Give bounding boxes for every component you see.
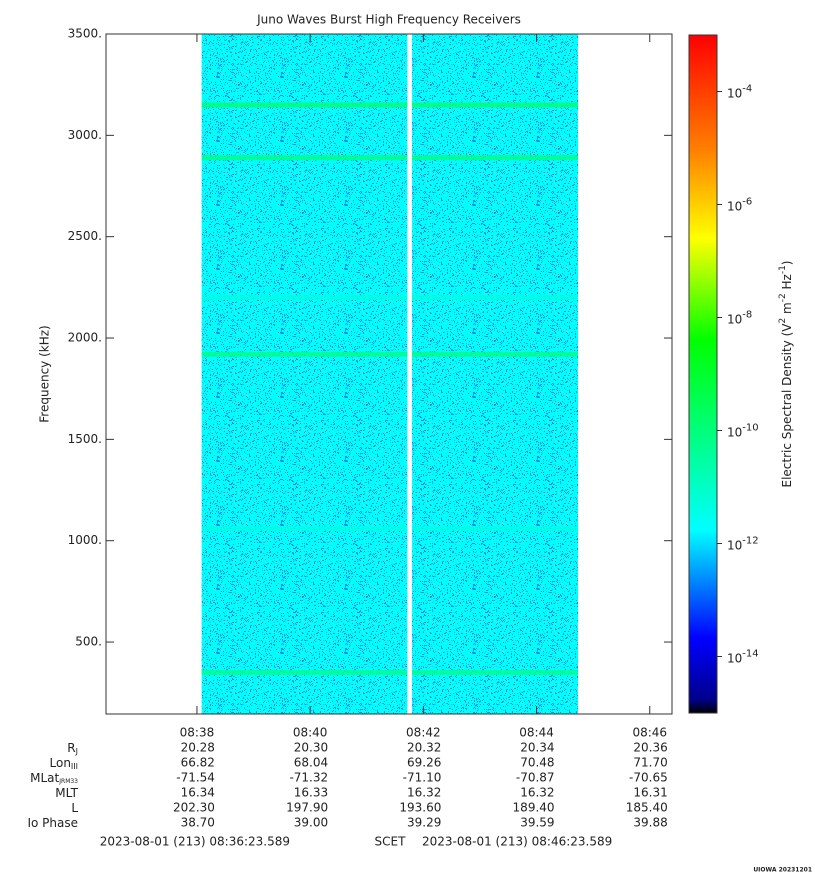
ephemeris-value: 20.36 bbox=[633, 741, 667, 755]
ephemeris-value: 68.04 bbox=[294, 756, 328, 770]
colorbar-label-sup: -1 bbox=[778, 265, 788, 274]
emission-line bbox=[201, 669, 408, 675]
ephemeris-value: 69.26 bbox=[407, 756, 441, 770]
ephemeris-label: RJ bbox=[67, 741, 78, 756]
footer-start: 2023-08-01 (213) 08:36:23.589 bbox=[100, 835, 290, 849]
colorbar-label-sup: -2 bbox=[778, 293, 788, 302]
ephemeris-value: 189.40 bbox=[513, 801, 555, 815]
x-tick-label: 08:42 bbox=[406, 726, 441, 740]
colorbar-label-text: Electric Spectral Density (V bbox=[780, 323, 794, 488]
noise-overlay bbox=[412, 34, 579, 714]
colorbar bbox=[688, 34, 718, 714]
ephemeris-value: 202.30 bbox=[173, 801, 215, 815]
ephemeris-label-text: MLat bbox=[30, 771, 59, 785]
colorbar-rect bbox=[688, 34, 718, 714]
ephemeris-value: 71.70 bbox=[633, 756, 667, 770]
ephemeris-value: 16.34 bbox=[181, 786, 215, 800]
ephemeris-value: 185.40 bbox=[626, 801, 668, 815]
emission-line bbox=[201, 294, 408, 300]
colorbar-tick-label: 10-12 bbox=[727, 536, 759, 553]
ephemeris-label-text: Lon bbox=[50, 756, 71, 770]
y-tick-label: 2000. bbox=[68, 331, 102, 345]
ephemeris-value: 39.29 bbox=[407, 816, 441, 830]
ephemeris-label: L bbox=[71, 801, 78, 815]
y-tick-label: 3500. bbox=[68, 27, 102, 41]
ephemeris-value: 16.32 bbox=[407, 786, 441, 800]
ephemeris-value: 39.00 bbox=[294, 816, 328, 830]
ephemeris-value: 20.28 bbox=[181, 741, 215, 755]
emission-line bbox=[412, 669, 579, 675]
emission-line bbox=[201, 526, 408, 532]
ephemeris-value: 20.30 bbox=[294, 741, 328, 755]
y-tick-label: 3000. bbox=[68, 128, 102, 142]
emission-line bbox=[412, 526, 579, 532]
ephemeris-value: 39.88 bbox=[633, 816, 667, 830]
x-tick-label: 08:40 bbox=[293, 726, 328, 740]
y-tick-label: 500. bbox=[75, 635, 102, 649]
ephemeris-value: 16.32 bbox=[520, 786, 554, 800]
ephemeris-value: 66.82 bbox=[181, 756, 215, 770]
ephemeris-value: 16.31 bbox=[633, 786, 667, 800]
colorbar-label-text: Hz bbox=[780, 274, 794, 293]
colorbar-tick-label: 10-6 bbox=[727, 197, 752, 214]
ephemeris-value: -71.10 bbox=[403, 771, 442, 785]
emission-line bbox=[412, 155, 579, 161]
ephemeris-label: MLatJRM33 bbox=[30, 771, 78, 785]
colorbar-tick-label: 10-14 bbox=[727, 649, 759, 666]
ephemeris-value: 197.90 bbox=[286, 801, 328, 815]
ephemeris-value: -71.54 bbox=[176, 771, 215, 785]
colorbar-tick-label: 10-4 bbox=[727, 84, 752, 101]
ephemeris-value: 20.32 bbox=[407, 741, 441, 755]
emission-line bbox=[201, 102, 408, 108]
ephemeris-value: 193.60 bbox=[399, 801, 441, 815]
colorbar-label-text: ) bbox=[780, 260, 794, 265]
y-tick-label: 1500. bbox=[68, 432, 102, 446]
emission-line bbox=[412, 102, 579, 108]
emission-line bbox=[201, 351, 408, 357]
ephemeris-label: MLT bbox=[55, 786, 78, 800]
credit: UIOWA 20231201 bbox=[753, 867, 812, 874]
emission-line bbox=[412, 351, 579, 357]
ephemeris-value: -70.87 bbox=[516, 771, 555, 785]
footer-center: SCET bbox=[375, 835, 407, 849]
colorbar-label-text: m bbox=[780, 302, 794, 318]
x-tick-label: 08:44 bbox=[519, 726, 554, 740]
ephemeris-value: -71.32 bbox=[289, 771, 328, 785]
ephemeris-label: LonIII bbox=[50, 756, 79, 771]
ephemeris-value: 70.48 bbox=[520, 756, 554, 770]
x-tick-label: 08:46 bbox=[632, 726, 667, 740]
emission-line bbox=[201, 155, 408, 161]
noise-overlay bbox=[201, 34, 408, 714]
colorbar-label-sup: 2 bbox=[778, 318, 788, 324]
ephemeris-label-sub: J bbox=[75, 747, 78, 756]
ephemeris-value: 16.33 bbox=[294, 786, 328, 800]
ephemeris-label-text: R bbox=[67, 741, 75, 755]
colorbar-tick-label: 10-8 bbox=[727, 310, 752, 327]
ephemeris-label-text: MLT bbox=[55, 786, 78, 800]
ephemeris-label-sub: III bbox=[71, 762, 78, 771]
y-tick-label: 2500. bbox=[68, 229, 102, 243]
colorbar-label: Electric Spectral Density (V2 m-2 Hz-1) bbox=[778, 260, 794, 487]
ephemeris-value: 20.34 bbox=[520, 741, 554, 755]
ephemeris-label-text: Io Phase bbox=[27, 816, 78, 830]
plot-frame bbox=[105, 33, 673, 715]
chart-title: Juno Waves Burst High Frequency Receiver… bbox=[256, 13, 521, 27]
ephemeris-label: Io Phase bbox=[27, 816, 78, 830]
ephemeris-label-text: L bbox=[71, 801, 78, 815]
ephemeris-value: -70.65 bbox=[629, 771, 668, 785]
y-axis-label: Frequency (kHz) bbox=[38, 325, 52, 422]
footer-end: 2023-08-01 (213) 08:46:23.589 bbox=[422, 835, 612, 849]
plot-area bbox=[201, 34, 579, 714]
ephemeris-label-sub: JRM33 bbox=[58, 778, 78, 785]
ephemeris-value: 39.59 bbox=[520, 816, 554, 830]
x-tick-label: 08:38 bbox=[180, 726, 215, 740]
ephemeris-value: 38.70 bbox=[181, 816, 215, 830]
emission-line bbox=[412, 294, 579, 300]
y-tick-label: 1000. bbox=[68, 533, 102, 547]
colorbar-tick-label: 10-10 bbox=[727, 423, 759, 440]
